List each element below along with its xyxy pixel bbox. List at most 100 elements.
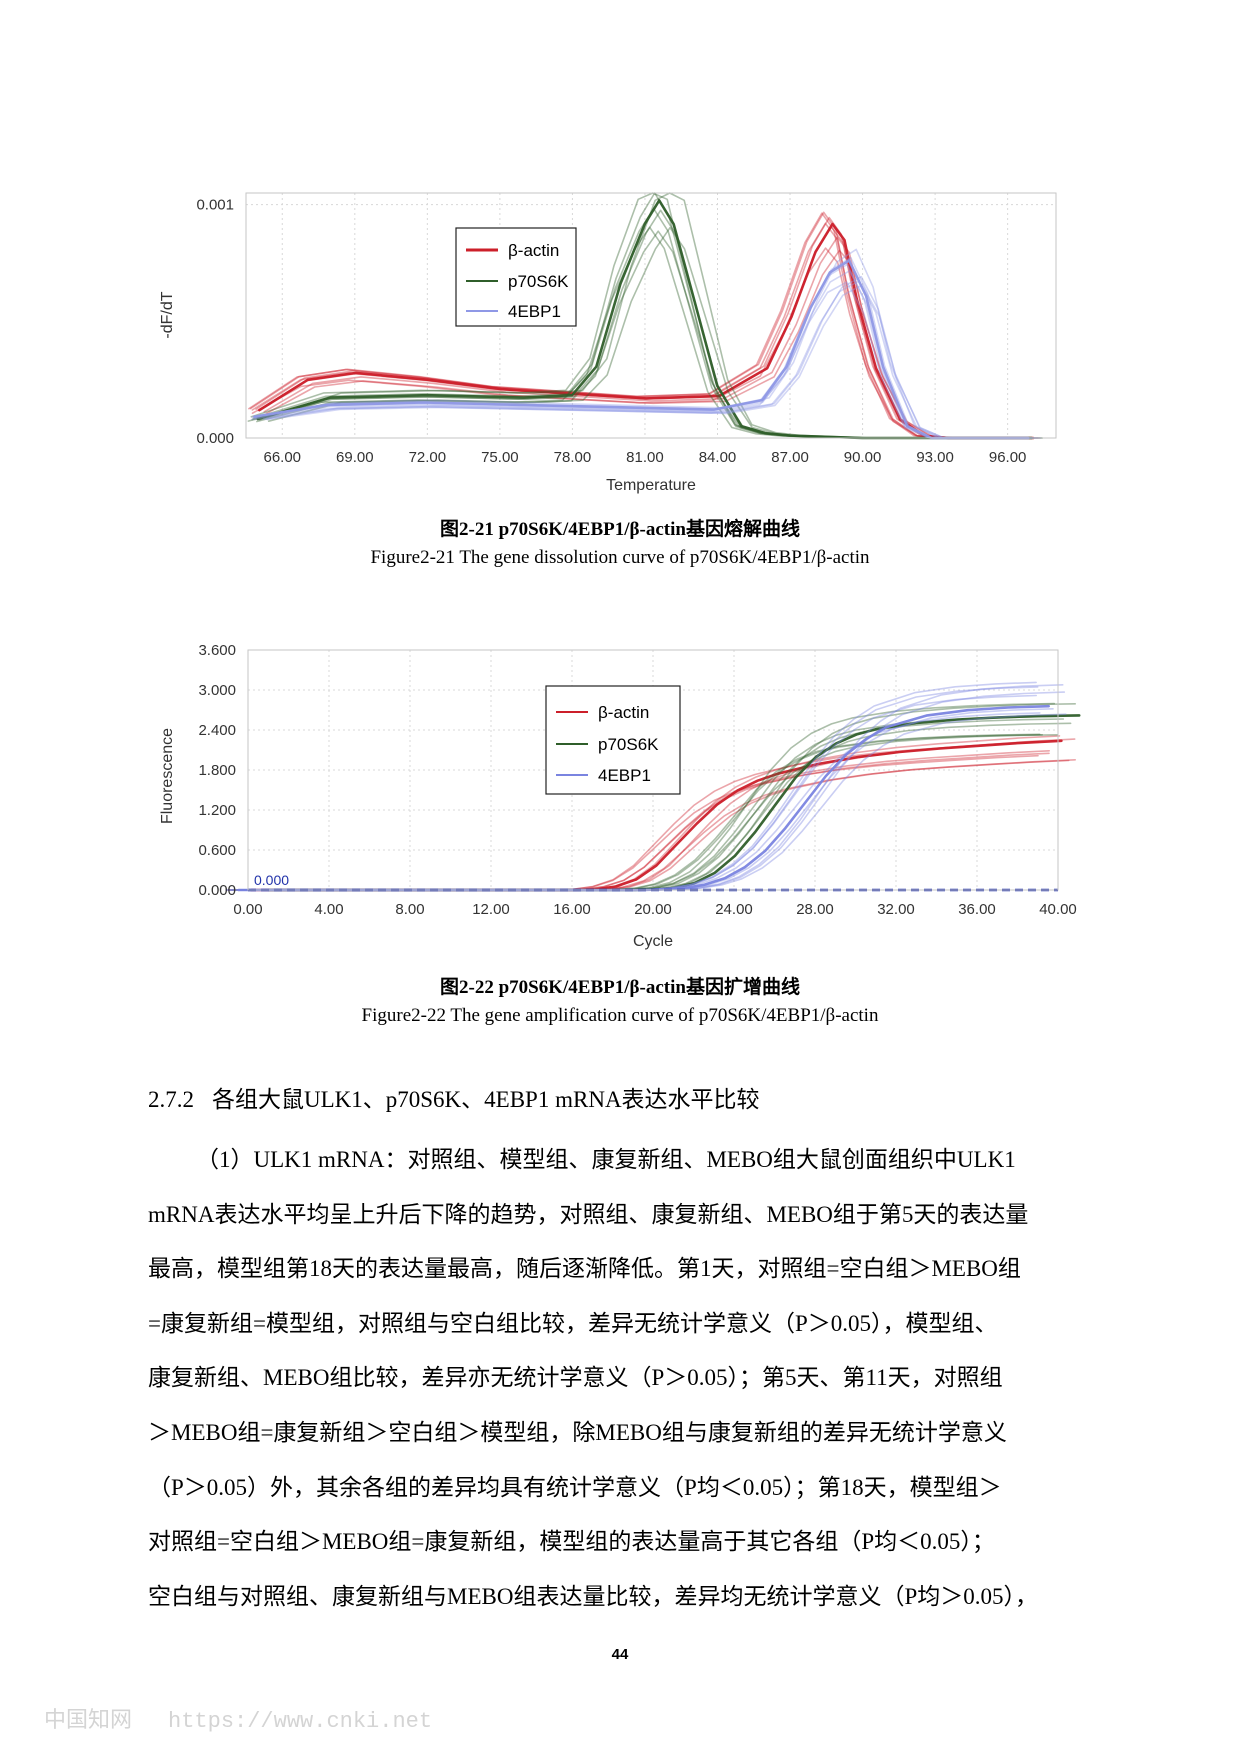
legend-label-beta-actin: β-actin [508, 241, 559, 260]
series-line-beta-actin [248, 735, 1061, 891]
series-line-beta-actin [249, 211, 1026, 439]
paragraph-line: 对照组=空白组＞MEBO组=康复新组，模型组的表达量高于其它各组（P均＜0.05… [148, 1529, 995, 1555]
legend-label-p70s6k: p70S6K [508, 272, 569, 291]
melt-curve-chart: 66.00 69.00 72.00 75.00 78.00 81.00 84.00 87.00… [159, 192, 1057, 494]
series-line-p70s6k [246, 734, 1059, 891]
paragraph-line: 最高，模型组第18天的表达量最高，随后逐渐降低。第1天，对照组=空白组＞MEBO… [148, 1256, 1021, 1282]
series-line-4ebp1 [255, 713, 1067, 891]
legend-label-p70s6k: p70S6K [598, 735, 659, 754]
plot-area-frame [245, 192, 1057, 439]
x-tick-label: 75.00 [481, 449, 519, 466]
y-tick-label: 3.600 [198, 642, 236, 659]
series-line-p70s6k [231, 734, 1044, 891]
series-line-4ebp1 [265, 275, 1042, 439]
x-tick-label: 78.00 [554, 449, 592, 466]
series-line-beta-actin [238, 752, 1050, 891]
series-line-4ebp1 [251, 281, 1027, 439]
series-line-p70s6k [256, 230, 1032, 439]
x-tick-label: 84.00 [699, 449, 737, 466]
y-tick-label: 1.800 [198, 762, 236, 779]
series-line-beta-actin [248, 212, 1024, 439]
series-line-p70s6k [247, 715, 1060, 891]
x-axis-label: Temperature [606, 477, 696, 494]
series-line-beta-actin [255, 216, 1031, 439]
series-line-beta-actin [238, 750, 1051, 891]
series-line-4ebp1 [225, 694, 1038, 891]
series-line-p70s6k [243, 702, 1056, 891]
series-line-beta-actin [257, 759, 1070, 891]
page-number: 44 [611, 1646, 629, 1663]
y-axis-label: Fluorescence [159, 728, 176, 824]
x-tick-label: 24.00 [715, 901, 753, 918]
series-line-4ebp1 [251, 263, 1027, 439]
series-line-p70s6k [228, 733, 1041, 891]
series-line-4ebp1 [237, 704, 1051, 892]
y-tick-labels: 0.000 0.001 [196, 197, 234, 447]
x-tick-label: 66.00 [263, 449, 301, 466]
threshold-label: 0.000 [254, 872, 289, 888]
series-line-4ebp1 [266, 284, 1042, 439]
paragraph-line: 空白组与对照组、康复新组与MEBO组表达量比较，差异均无统计学意义（P均＞0.0… [148, 1583, 1038, 1609]
series-line-beta-actin [265, 249, 1041, 439]
series-line-4ebp1 [225, 681, 1037, 891]
x-tick-label: 40.00 [1039, 901, 1077, 918]
chart-series-group [247, 192, 1044, 440]
paragraph-line: （1）ULK1 mRNA：对照组、模型组、康复新组、MEBO组大鼠创面组织中UL… [196, 1147, 1016, 1172]
legend-label-4ebp1: 4EBP1 [508, 302, 561, 321]
x-tick-label: 96.00 [989, 449, 1027, 466]
y-tick-label: 0.000 [198, 882, 236, 899]
series-line-4ebp1 [229, 712, 1041, 891]
x-tick-labels: 66.00 69.00 72.00 75.00 78.00 81.00 84.00 87.00… [263, 449, 1026, 466]
x-tick-label: 32.00 [877, 901, 915, 918]
y-tick-label: 3.000 [198, 682, 236, 699]
x-tick-label: 4.00 [314, 901, 343, 918]
figure-caption-cn: 图2-22 p70S6K/4EBP1/β-actin基因扩增曲线 [440, 977, 800, 998]
series-line-p70s6k [258, 209, 1034, 439]
legend-label-4ebp1: 4EBP1 [598, 766, 651, 785]
series-line-beta-actin [264, 759, 1077, 891]
series-line-p70s6k [267, 226, 1044, 439]
series-line-beta-actin [257, 226, 1033, 439]
x-tick-label: 93.00 [916, 449, 954, 466]
y-tick-label: 1.200 [198, 802, 236, 819]
cnki-watermark: 中国知网 https://www.cnki.net [44, 1702, 432, 1734]
section-title: 各组大鼠ULK1、p70S6K、4EBP1 mRNA表达水平比较 [212, 1087, 760, 1112]
watermark-url: https://www.cnki.net [168, 1709, 433, 1734]
x-tick-label: 20.00 [634, 901, 672, 918]
chart-series-group [225, 681, 1081, 892]
y-tick-label: 0.600 [198, 842, 236, 859]
x-tick-label: 81.00 [626, 449, 664, 466]
x-axis-label: Cycle [633, 933, 673, 950]
watermark-site: 中国知网 [44, 1707, 133, 1732]
series-line-beta-actin [263, 738, 1076, 891]
series-line-beta-actin [250, 739, 1063, 892]
paragraph-line: 康复新组、MEBO组比较，差异亦无统计学意义（P＞0.05）；第5天、第11天，… [148, 1365, 1003, 1391]
series-line-4ebp1 [242, 708, 1054, 891]
paragraph-line: =康复新组=模型组，对照组与空白组比较，差异无统计学意义（P＞0.05），模型组… [148, 1310, 998, 1336]
figure-caption-cn: 图2-21 p70S6K/4EBP1/β-actin基因熔解曲线 [440, 519, 800, 540]
paragraph-line: mRNA表达水平均呈上升后下降的趋势，对照组、康复新组、MEBO组于第5天的表达… [148, 1201, 1029, 1227]
y-axis-label: -dF/dT [159, 291, 176, 338]
plot-area-frame [247, 649, 1059, 891]
figure-caption-en: Figure2-22 The gene amplification curve … [361, 1005, 879, 1026]
series-line-beta-actin [227, 741, 1040, 891]
series-line-4ebp1 [260, 248, 1036, 439]
x-tick-label: 28.00 [796, 901, 834, 918]
x-tick-labels: 0.00 4.00 8.00 12.00 16.00 20.00 24.00 28.00 32.… [233, 901, 1076, 918]
series-line-4ebp1 [253, 691, 1066, 891]
y-tick-labels: 0.000 0.600 1.200 1.800 2.400 3.000 3.600 [198, 642, 236, 899]
y-tick-label: 2.400 [198, 722, 236, 739]
x-tick-label: 90.00 [844, 449, 882, 466]
legend: β-actin p70S6K 4EBP1 [545, 685, 681, 795]
series-line-4ebp1 [255, 256, 1031, 439]
series-line-p70s6k [256, 199, 1033, 440]
legend: β-actin p70S6K 4EBP1 [455, 227, 577, 327]
x-tick-label: 8.00 [395, 901, 424, 918]
paragraph-line: （P＞0.05）外，其余各组的差异均具有统计学意义（P均＜0.05）；第18天，… [148, 1474, 1002, 1500]
x-tick-label: 72.00 [409, 449, 447, 466]
x-tick-label: 69.00 [336, 449, 374, 466]
section-heading: 2.7.2 各组大鼠ULK1、p70S6K、4EBP1 mRNA表达水平比较 [148, 1080, 760, 1114]
x-tick-label: 87.00 [771, 449, 809, 466]
series-line-beta-actin [227, 754, 1039, 891]
y-tick-label: 0.000 [196, 430, 234, 447]
